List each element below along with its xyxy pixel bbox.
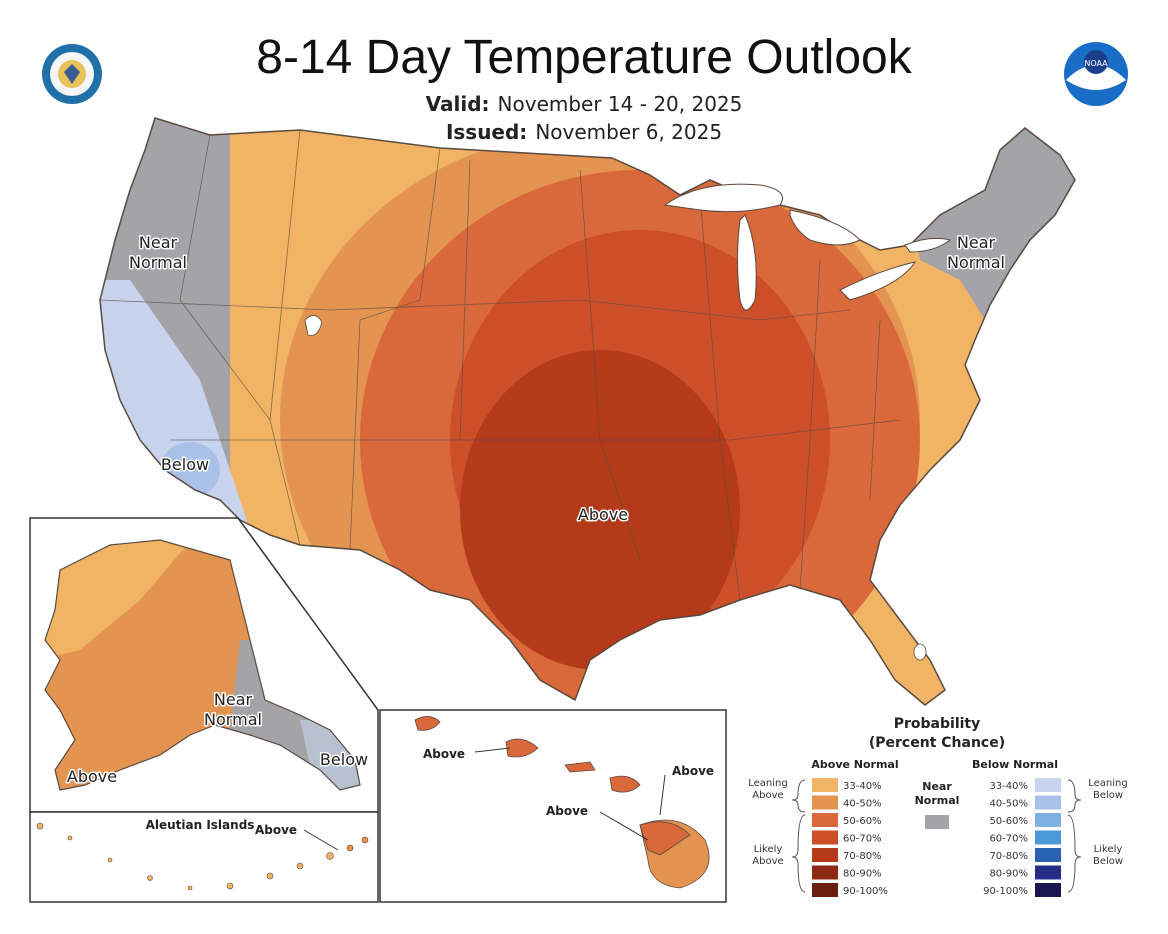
above-label-3: 60-70% <box>843 834 882 845</box>
below-swatch-1 <box>1035 795 1061 810</box>
ak-region-lean-above <box>45 540 200 660</box>
hi-pointer-3 <box>599 811 649 841</box>
above-swatch-5 <box>812 865 838 880</box>
label-ak-below: Below <box>320 750 368 769</box>
aleutian-pointer <box>303 829 339 851</box>
label-above-central: Above <box>578 505 628 524</box>
legend-near-swatch <box>925 815 949 829</box>
legend-below-header: Below Normal <box>972 758 1058 771</box>
issued-label: Issued: <box>445 120 528 144</box>
hi-pointer-2 <box>659 774 666 816</box>
label-near-normal-ne: Near Normal <box>947 233 1005 272</box>
valid-value: November 14 - 20, 2025 <box>497 92 743 116</box>
below-swatch-5 <box>1035 865 1061 880</box>
below-swatch-3 <box>1035 830 1061 845</box>
legend-below-bins: 33-40% 40-50% 50-60% 60-70% 70-80% 80-90% 90-1… <box>983 778 1061 897</box>
hi-pointer-1 <box>474 747 511 753</box>
state-borders <box>99 129 901 601</box>
svg-text:NOAA: NOAA <box>1084 59 1108 68</box>
below-label-6: 90-100% <box>983 886 1028 897</box>
label-hi-above-3: Above <box>546 804 588 818</box>
above-label-5: 80-90% <box>843 869 882 880</box>
legend-above-bins: 33-40% 40-50% 50-60% 60-70% 70-80% 80-90% 90-1… <box>812 778 888 897</box>
below-swatch-6 <box>1035 883 1061 897</box>
below-label-0: 33-40% <box>989 781 1028 792</box>
above-label-6: 90-100% <box>843 886 888 897</box>
legend-above-header: Above Normal <box>811 758 898 771</box>
great-lakes <box>663 183 952 311</box>
legend-likely-below: Likely Below <box>1093 844 1123 867</box>
legend-likely-above: Likely Above <box>752 844 783 867</box>
below-label-2: 50-60% <box>989 816 1028 827</box>
noaa-logo-icon: NOAA <box>1064 42 1128 106</box>
below-swatch-2 <box>1035 813 1061 827</box>
above-label-2: 50-60% <box>843 816 882 827</box>
above-label-1: 40-50% <box>843 799 882 810</box>
above-swatch-2 <box>812 813 838 827</box>
aleutian-islands <box>36 822 369 891</box>
above-swatch-1 <box>812 795 838 810</box>
label-aleutian-above: Above <box>255 823 297 837</box>
aleutian-inset-frame <box>29 811 379 903</box>
above-swatch-3 <box>812 830 838 845</box>
issued-date: Issued: November 6, 2025 <box>0 120 1168 144</box>
label-hi-above-1: Above <box>423 747 465 761</box>
label-aleutian-title: Aleutian Islands <box>146 818 255 832</box>
legend: Probability (Percent Chance) Above Norma… <box>748 716 1128 897</box>
legend-leaning-above: Leaning Above <box>748 778 787 801</box>
legend-title: Probability <box>894 716 981 732</box>
below-label-5: 80-90% <box>989 869 1028 880</box>
issued-value: November 6, 2025 <box>535 120 723 144</box>
hawaii-islands <box>414 716 710 889</box>
below-label-1: 40-50% <box>989 799 1028 810</box>
page-title: 8-14 Day Temperature Outlook <box>256 31 912 84</box>
below-label-4: 70-80% <box>989 851 1028 862</box>
legend-subtitle: (Percent Chance) <box>869 735 1005 751</box>
above-label-4: 70-80% <box>843 851 882 862</box>
legend-near-header: Near Normal <box>915 780 960 807</box>
label-below-ca: Below <box>161 455 209 474</box>
region-above-70-80 <box>460 350 740 670</box>
above-swatch-0 <box>812 778 838 792</box>
valid-dates: Valid: November 14 - 20, 2025 <box>0 92 1168 116</box>
label-hi-above-2: Above <box>672 764 714 778</box>
lake-okeechobee <box>913 643 927 661</box>
below-swatch-4 <box>1035 848 1061 862</box>
label-ak-near-normal: Near Normal <box>204 690 262 729</box>
below-swatch-0 <box>1035 778 1061 792</box>
valid-label: Valid: <box>425 92 490 116</box>
above-label-0: 33-40% <box>843 781 882 792</box>
above-swatch-4 <box>812 848 838 862</box>
label-near-normal-nw: Near Normal <box>129 233 187 272</box>
legend-leaning-below: Leaning Below <box>1088 778 1127 801</box>
above-swatch-6 <box>812 883 838 897</box>
label-ak-above: Above <box>67 767 117 786</box>
great-salt-lake <box>304 315 323 336</box>
alaska-outline <box>44 539 361 791</box>
doc-seal-icon <box>42 44 102 104</box>
below-label-3: 60-70% <box>989 834 1028 845</box>
